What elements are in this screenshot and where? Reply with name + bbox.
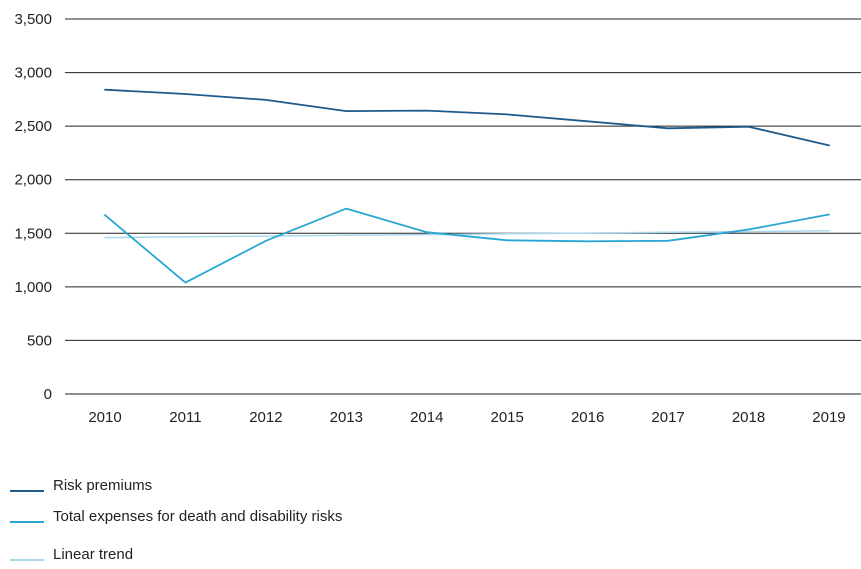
x-tick-label: 2015 [491, 409, 524, 426]
x-tick-label: 2014 [410, 409, 443, 426]
x-tick-label: 2017 [651, 409, 684, 426]
y-tick-label: 1,500 [14, 225, 52, 242]
legend: Risk premiums Total expenses for death an… [10, 477, 342, 563]
y-axis-ticks: 0 500 1,000 1,500 2,000 2,500 3,000 3,500 [14, 11, 52, 403]
series-line-2 [104, 207, 830, 284]
x-tick-label: 2018 [732, 409, 765, 426]
y-tick-label: 1,000 [14, 279, 52, 296]
gridlines [65, 18, 861, 395]
y-tick-label: 2,500 [14, 118, 52, 135]
y-tick-label: 3,000 [14, 65, 52, 82]
y-tick-label: 2,000 [14, 172, 52, 189]
y-tick-label: 500 [27, 332, 52, 349]
x-tick-label: 2013 [330, 409, 363, 426]
x-tick-label: 2012 [249, 409, 282, 426]
series-lines [104, 88, 830, 284]
legend-label: Total expenses for death and disability … [53, 508, 342, 525]
x-tick-label: 2019 [812, 409, 845, 426]
series-line-1 [104, 88, 830, 147]
x-axis-ticks: 2010 2011 2012 2013 2014 2015 2016 2017 2018 2019 [88, 409, 845, 426]
x-tick-label: 2016 [571, 409, 604, 426]
legend-label: Linear trend [53, 546, 133, 563]
legend-label: Risk premiums [53, 477, 152, 494]
x-tick-label: 2010 [88, 409, 121, 426]
series-line-3 [104, 230, 830, 239]
y-tick-label: 0 [44, 386, 52, 403]
y-tick-label: 3,500 [14, 11, 52, 28]
x-tick-label: 2011 [169, 409, 201, 426]
